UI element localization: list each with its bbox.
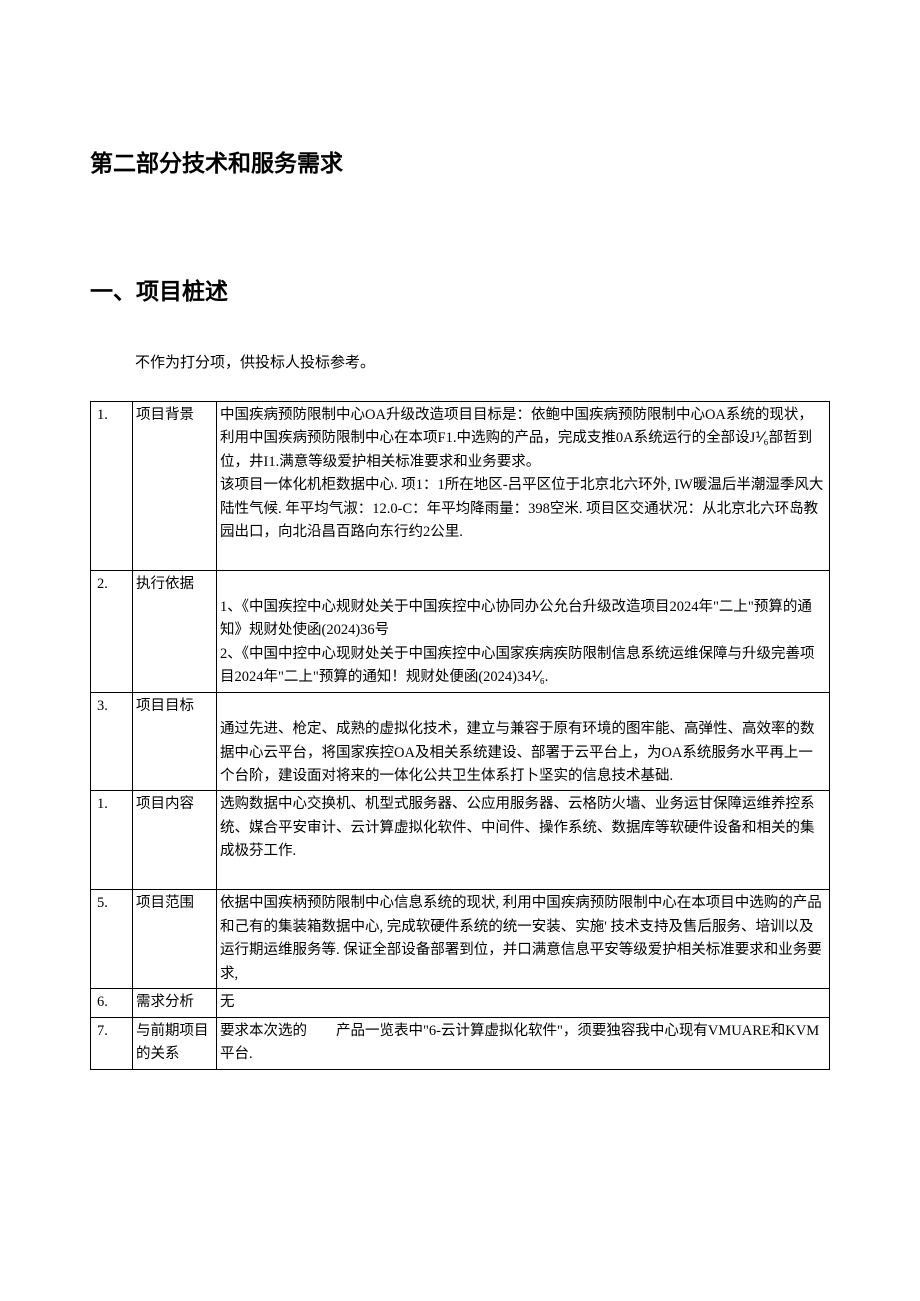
- row-label: 项目目标: [133, 692, 217, 791]
- spacer: [220, 695, 826, 718]
- content-paragraph: 中国疾病预防限制中心OA升级改造项目目标是：依鲍中国疾病预防限制中心OA系统的现…: [220, 404, 826, 474]
- project-overview-table: 1.项目背景中国疾病预防限制中心OA升级改造项目目标是：依鲍中国疾病预防限制中心…: [90, 401, 830, 1070]
- row-content: 依据中国疾柄预防限制中心信息系统的现状, 利用中国疾病预防限制中心在本项目中选购…: [217, 890, 830, 989]
- content-paragraph: 无: [220, 991, 826, 1014]
- row-label: 项目范围: [133, 890, 217, 989]
- table-row: 1.项目内容选购数据中心交换机、机型式服务器、公应用服务器、云格防火墙、业务运甘…: [91, 791, 830, 890]
- table-row: 1.项目背景中国疾病预防限制中心OA升级改造项目目标是：依鲍中国疾病预防限制中心…: [91, 401, 830, 570]
- row-number: 1.: [91, 401, 133, 570]
- section-heading-part2: 第二部分技术和服务需求: [90, 145, 830, 183]
- table-row: 3.项目目标通过先进、枪定、成熟的虚拟化技术，建立与兼容于原有环境的图牢能、高弹…: [91, 692, 830, 791]
- intro-note: 不作为打分项，供投标人投标参考。: [90, 351, 830, 376]
- table-row: 5.项目范围依据中国疾柄预防限制中心信息系统的现状, 利用中国疾病预防限制中心在…: [91, 890, 830, 989]
- content-paragraph: 该项目一体化机柜数据中心. 项1：1所在地区-吕平区位于北京北六环外, IW暖温…: [220, 474, 826, 544]
- row-label: 项目背景: [133, 401, 217, 570]
- row-content: 通过先进、枪定、成熟的虚拟化技术，建立与兼容于原有环境的图牢能、高弹性、高效率的…: [217, 692, 830, 791]
- row-content: 1、《中国疾控中心规财处关于中国疾控中心协同办公允台升级改造项目2024年"二上…: [217, 570, 830, 692]
- row-number: 1.: [91, 791, 133, 890]
- row-label: 需求分析: [133, 989, 217, 1017]
- table-row: 2.执行依据1、《中国疾控中心规财处关于中国疾控中心协同办公允台升级改造项目20…: [91, 570, 830, 692]
- row-label: 项目内容: [133, 791, 217, 890]
- content-paragraph: 1、《中国疾控中心规财处关于中国疾控中心协同办公允台升级改造项目2024年"二上…: [220, 596, 826, 643]
- content-paragraph: 依据中国疾柄预防限制中心信息系统的现状, 利用中国疾病预防限制中心在本项目中选购…: [220, 892, 826, 986]
- row-number: 5.: [91, 890, 133, 989]
- row-label: 与前期项目的关系: [133, 1017, 217, 1069]
- content-paragraph: 选购数据中心交换机、机型式服务器、公应用服务器、云格防火墙、业务运甘保障运维养控…: [220, 793, 826, 863]
- table-row: 6.需求分析无: [91, 989, 830, 1017]
- row-number: 6.: [91, 989, 133, 1017]
- row-label: 执行依据: [133, 570, 217, 692]
- row-content: 选购数据中心交换机、机型式服务器、公应用服务器、云格防火墙、业务运甘保障运维养控…: [217, 791, 830, 890]
- row-number: 2.: [91, 570, 133, 692]
- row-number: 3.: [91, 692, 133, 791]
- row-number: 7.: [91, 1017, 133, 1069]
- row-content: 无: [217, 989, 830, 1017]
- content-paragraph: 要求本次选的 产品一览表中"6-云计算虚拟化软件"，须要独容我中心现有VMUAR…: [220, 1020, 826, 1067]
- row-content: 要求本次选的 产品一览表中"6-云计算虚拟化软件"，须要独容我中心现有VMUAR…: [217, 1017, 830, 1069]
- section-heading-overview: 一、项目桩述: [90, 273, 830, 311]
- content-paragraph: 2、《中国中控中心现财处关于中国疾控中心国家疾病疾防限制信息系统运维保障与升级完…: [220, 643, 826, 690]
- spacer: [220, 573, 826, 596]
- spacer: [220, 864, 826, 887]
- row-content: 中国疾病预防限制中心OA升级改造项目目标是：依鲍中国疾病预防限制中心OA系统的现…: [217, 401, 830, 570]
- spacer: [220, 545, 826, 568]
- content-paragraph: 通过先进、枪定、成熟的虚拟化技术，建立与兼容于原有环境的图牢能、高弹性、高效率的…: [220, 718, 826, 788]
- table-row: 7.与前期项目的关系要求本次选的 产品一览表中"6-云计算虚拟化软件"，须要独容…: [91, 1017, 830, 1069]
